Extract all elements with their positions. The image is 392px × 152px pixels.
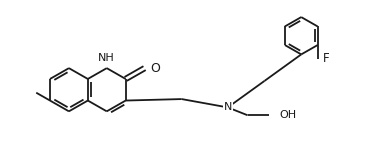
- Text: OH: OH: [279, 110, 296, 120]
- Text: F: F: [323, 52, 329, 65]
- Text: NH: NH: [98, 53, 115, 63]
- Text: O: O: [151, 62, 160, 75]
- Text: N: N: [223, 102, 232, 112]
